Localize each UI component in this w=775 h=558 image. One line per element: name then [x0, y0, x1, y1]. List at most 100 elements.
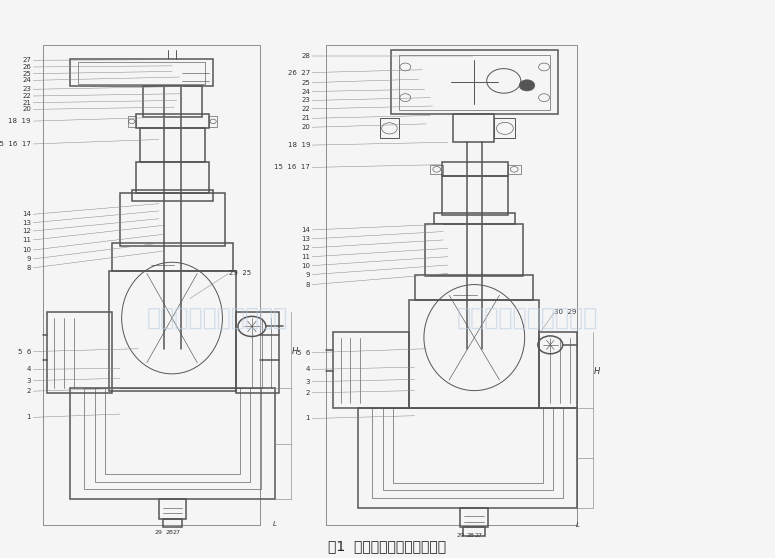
Text: 图1  手动、电动法兰连接闸阀: 图1 手动、电动法兰连接闸阀	[329, 538, 446, 553]
Bar	[460, 508, 488, 527]
Text: 9: 9	[26, 256, 31, 262]
Text: 12: 12	[301, 245, 310, 251]
Bar	[415, 275, 533, 300]
Text: H: H	[291, 347, 298, 356]
Text: 14: 14	[301, 227, 310, 233]
Bar	[391, 50, 558, 114]
Bar	[105, 388, 240, 474]
Bar	[409, 300, 539, 408]
Bar	[84, 388, 261, 489]
Text: 29  25: 29 25	[229, 271, 251, 276]
Text: 26: 26	[22, 64, 31, 70]
Text: 26  27: 26 27	[288, 70, 310, 75]
Text: 4: 4	[26, 367, 31, 372]
Bar	[143, 86, 202, 117]
Text: 28: 28	[165, 530, 173, 535]
Bar	[463, 527, 485, 536]
Text: 10: 10	[301, 263, 310, 268]
Bar	[326, 45, 577, 525]
Bar	[46, 312, 112, 393]
Bar	[333, 332, 409, 408]
Text: 1: 1	[305, 416, 310, 421]
Bar	[159, 499, 186, 519]
Bar	[209, 116, 217, 127]
Bar	[78, 62, 205, 84]
Text: 4: 4	[305, 367, 310, 372]
Bar	[380, 118, 399, 138]
Text: 28: 28	[301, 53, 310, 59]
Circle shape	[519, 80, 535, 91]
Text: 22: 22	[301, 106, 310, 112]
Text: 23: 23	[301, 98, 310, 103]
Bar	[442, 176, 508, 215]
Bar	[112, 243, 232, 271]
Text: 12: 12	[22, 228, 31, 234]
Text: 24: 24	[301, 89, 310, 94]
Text: 22: 22	[22, 93, 31, 99]
Text: 29: 29	[456, 533, 464, 538]
Text: 18  19: 18 19	[288, 142, 310, 148]
Text: 18  19: 18 19	[9, 118, 31, 124]
Text: 5  6: 5 6	[18, 349, 31, 354]
Text: 1: 1	[26, 415, 31, 420]
Text: 20: 20	[22, 107, 31, 112]
Bar	[109, 271, 236, 391]
Text: 13: 13	[301, 236, 310, 242]
Text: 3: 3	[26, 378, 31, 383]
Bar	[140, 128, 205, 162]
Text: 27: 27	[475, 533, 483, 538]
Text: 11: 11	[301, 254, 310, 259]
Bar	[399, 55, 550, 110]
Text: H: H	[594, 367, 600, 376]
Text: 10: 10	[22, 247, 31, 253]
Text: L: L	[575, 522, 580, 528]
Text: 27: 27	[173, 530, 181, 535]
Text: 25: 25	[301, 80, 310, 85]
Text: 上海欧晟阀门有限公司: 上海欧晟阀门有限公司	[146, 306, 288, 330]
Text: 13: 13	[22, 220, 31, 225]
Bar	[43, 45, 260, 525]
Bar	[236, 312, 279, 393]
Bar	[163, 519, 182, 527]
Text: 3: 3	[305, 379, 310, 384]
Text: 14: 14	[22, 211, 31, 217]
Text: 2: 2	[305, 390, 310, 396]
Text: L: L	[273, 521, 277, 527]
Bar	[358, 408, 577, 508]
Bar	[453, 114, 494, 142]
Bar	[372, 408, 563, 498]
Text: 8: 8	[26, 265, 31, 271]
Text: 21: 21	[301, 116, 310, 121]
Text: 9: 9	[305, 272, 310, 277]
Text: 上海欧晟阀门有限公司: 上海欧晟阀门有限公司	[456, 306, 598, 330]
Bar	[539, 332, 577, 408]
Text: 21: 21	[22, 100, 31, 105]
Text: 11: 11	[22, 237, 31, 243]
Bar	[128, 116, 136, 127]
Bar	[494, 118, 515, 138]
Text: 15  16  17: 15 16 17	[0, 141, 31, 147]
Text: 29: 29	[155, 530, 163, 535]
Bar	[393, 408, 542, 483]
Text: 2: 2	[26, 388, 31, 394]
Bar	[70, 59, 213, 86]
Bar	[442, 162, 508, 176]
Bar	[430, 165, 443, 174]
Bar	[70, 388, 275, 499]
Text: 24: 24	[22, 78, 31, 83]
Bar	[383, 408, 553, 490]
Bar	[425, 224, 523, 276]
Bar	[508, 165, 521, 174]
Text: 20: 20	[301, 124, 310, 130]
Text: 8: 8	[305, 282, 310, 287]
Text: 25: 25	[22, 71, 31, 76]
Text: 5  6: 5 6	[297, 350, 310, 355]
Text: 30  29: 30 29	[554, 310, 577, 315]
Text: 27: 27	[22, 57, 31, 63]
Bar	[136, 114, 209, 128]
Text: 23: 23	[22, 86, 31, 92]
Bar	[132, 190, 213, 201]
Bar	[120, 193, 225, 246]
Bar	[95, 388, 250, 482]
Bar	[434, 213, 515, 224]
